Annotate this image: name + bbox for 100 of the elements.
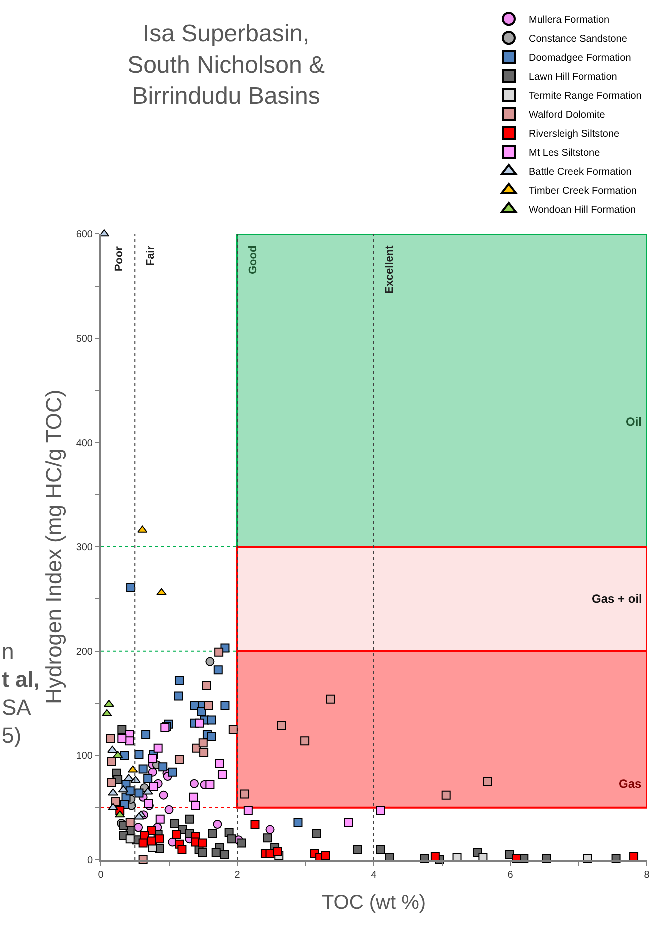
y-tick-label: 400 <box>76 438 94 450</box>
point <box>206 657 215 666</box>
legend-label: Battle Creek Formation <box>529 167 632 178</box>
point <box>142 730 151 740</box>
point <box>190 779 199 788</box>
x-tick-label: 0 <box>98 870 104 881</box>
point <box>185 814 194 824</box>
point <box>273 847 282 856</box>
legend-label: Lawn Hill Formation <box>529 72 618 84</box>
point <box>155 834 164 844</box>
point <box>138 764 148 774</box>
point <box>168 768 178 777</box>
point <box>321 851 330 860</box>
point <box>214 666 223 675</box>
point <box>376 845 386 854</box>
band-label: Gas <box>619 777 642 791</box>
point <box>144 774 153 784</box>
point <box>189 792 198 802</box>
point <box>344 818 354 827</box>
point <box>212 848 221 858</box>
point <box>107 757 116 766</box>
point <box>220 850 230 860</box>
annotation: Excellent <box>384 245 396 294</box>
x-tick-label: 6 <box>508 870 514 881</box>
point <box>294 818 303 827</box>
point <box>442 790 451 800</box>
point <box>202 681 212 690</box>
point <box>154 744 163 753</box>
point <box>195 718 204 728</box>
point <box>112 797 121 806</box>
legend-label: Doomadgee Formation <box>529 53 632 64</box>
y-tick-label: 300 <box>76 542 94 554</box>
point <box>206 780 215 790</box>
point <box>244 806 253 816</box>
point <box>156 588 167 596</box>
chart-title: Isa Superbasin, South Nicholson & Birrindudu Basins <box>128 20 326 110</box>
point <box>107 778 116 788</box>
point <box>326 694 336 704</box>
point <box>134 823 144 832</box>
point <box>134 750 144 760</box>
point <box>353 845 362 854</box>
point <box>237 838 246 848</box>
x-tick-label: 4 <box>371 870 378 881</box>
point <box>266 825 275 834</box>
point <box>148 754 158 764</box>
point <box>208 829 218 838</box>
point <box>207 732 216 742</box>
point <box>198 838 208 848</box>
point <box>277 720 286 730</box>
point <box>300 736 310 746</box>
point <box>214 648 224 657</box>
point <box>159 790 168 800</box>
point <box>172 830 182 840</box>
point <box>170 818 180 828</box>
text: SA <box>2 695 32 720</box>
point <box>126 834 135 844</box>
point <box>118 725 127 734</box>
point <box>178 845 187 854</box>
x-tick-label: 2 <box>234 870 241 881</box>
point <box>207 716 216 725</box>
legend-label: Wondoan Hill Formation <box>529 205 636 216</box>
y-tick-label: 100 <box>76 751 94 762</box>
point <box>120 751 130 760</box>
point <box>250 820 260 830</box>
text: n <box>2 639 14 664</box>
point <box>108 803 118 810</box>
point <box>134 812 144 820</box>
x-tick-label: 8 <box>644 870 650 881</box>
point <box>228 725 238 734</box>
point <box>138 526 148 533</box>
point <box>106 734 116 744</box>
point <box>228 834 237 844</box>
legend-label: Timber Creek Formation <box>529 186 637 198</box>
point <box>147 826 156 836</box>
y-axis-title: Hydrogen Index (mg HC/g TOC) <box>42 390 67 704</box>
point <box>118 734 127 744</box>
text: t al, <box>2 667 40 692</box>
legend-label: Mt Les Siltstone <box>529 148 601 160</box>
point <box>108 788 118 796</box>
annotation: Poor <box>114 246 126 272</box>
point <box>376 806 386 816</box>
point <box>102 709 112 716</box>
point <box>164 805 174 814</box>
annotation: Good <box>247 246 260 275</box>
point <box>174 692 184 701</box>
point <box>174 755 184 764</box>
y-tick-label: 0 <box>87 856 94 866</box>
point <box>104 700 114 708</box>
x-axis-title: TOC (wt %) <box>322 892 426 914</box>
legend-label: Mullera Formation <box>529 15 610 26</box>
point <box>126 786 135 796</box>
point <box>198 848 208 858</box>
legend-label: Termite Range Formation <box>529 91 642 102</box>
legend-label: Constance Sandstone <box>529 34 628 46</box>
y-tick-label: 200 <box>76 646 94 658</box>
point <box>312 829 322 838</box>
band-label: Oil <box>626 415 642 429</box>
point <box>191 801 200 810</box>
point <box>138 838 148 848</box>
text: 5) <box>2 723 22 748</box>
